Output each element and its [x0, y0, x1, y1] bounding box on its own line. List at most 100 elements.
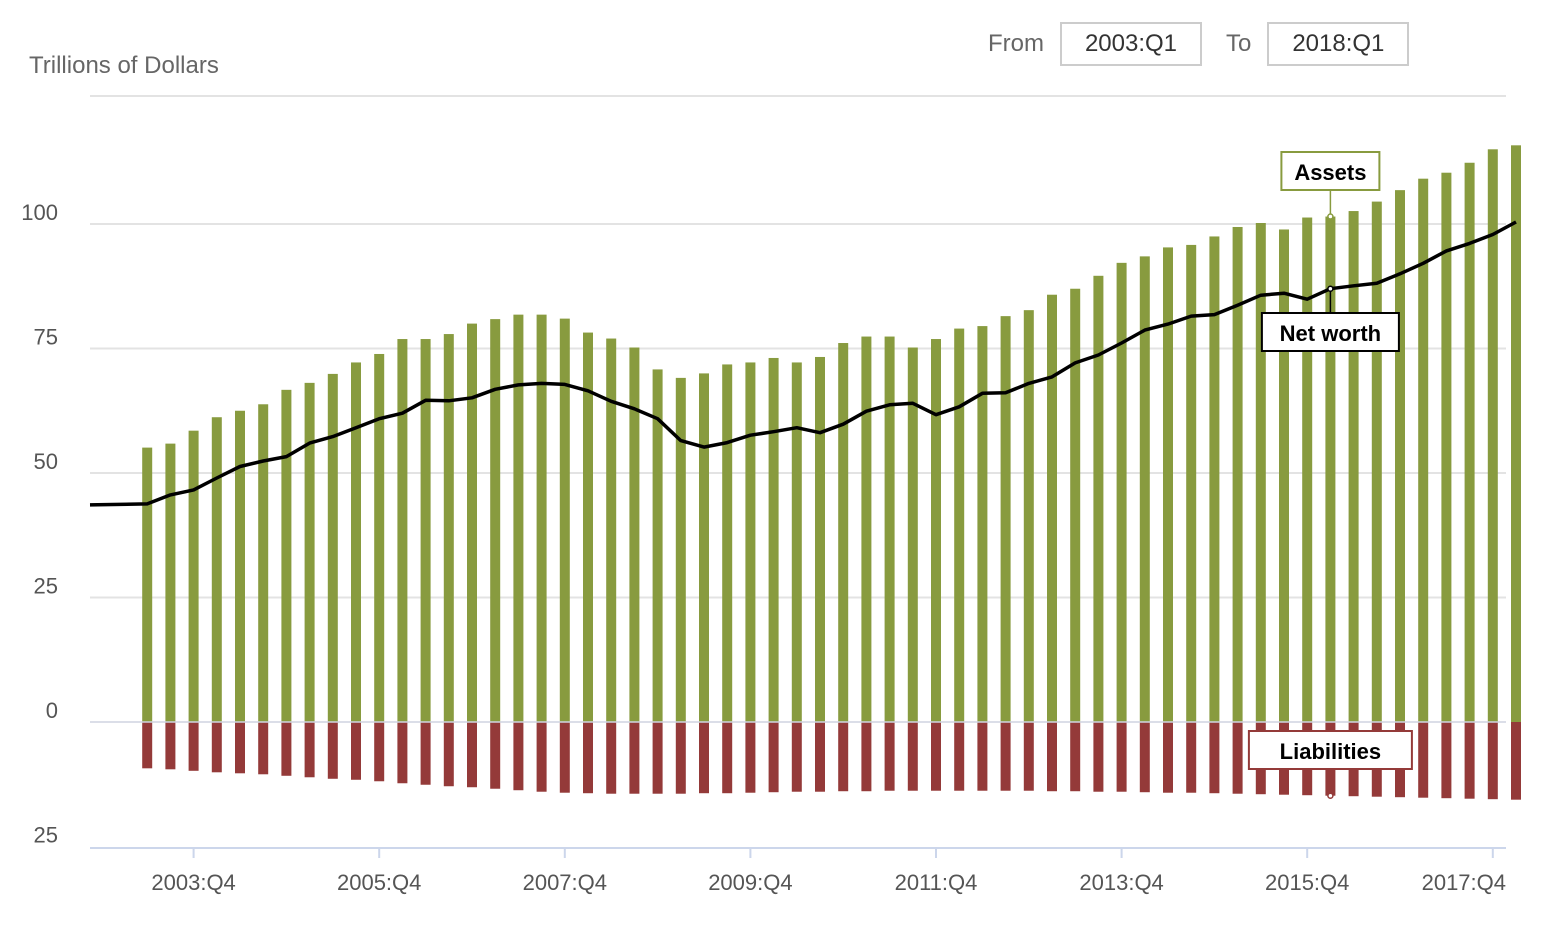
liabilities-bar [699, 722, 709, 794]
assets-bar [1279, 229, 1289, 722]
liabilities-bar [815, 722, 825, 792]
liabilities-bar [467, 722, 477, 788]
liabilities-bar [791, 722, 802, 792]
x-tick-label: 2009:Q4 [708, 870, 792, 895]
assets-bar [652, 369, 663, 722]
liabilities-bar [861, 722, 872, 792]
assets-bar [258, 404, 269, 722]
liabilities-bar [536, 722, 547, 792]
callout-net-worth: Net worth [1260, 285, 1400, 352]
assets-bar [188, 430, 199, 722]
assets-bar [606, 338, 617, 722]
liabilities-bar [931, 722, 941, 791]
assets-bar [745, 362, 756, 722]
liabilities-bar [1511, 722, 1521, 800]
liabilities-bar [1186, 722, 1197, 793]
assets-bar [490, 319, 501, 722]
assets-bar [1348, 211, 1359, 722]
liabilities-bar [258, 722, 269, 775]
assets-bar [815, 356, 825, 722]
y-tick-label: 25 [34, 823, 58, 848]
assets-bar [142, 447, 153, 722]
liabilities-bar [675, 722, 686, 794]
assets-bar [536, 314, 547, 722]
callout-box [1280, 151, 1381, 191]
liabilities-bar [304, 722, 315, 778]
liabilities-bar [583, 722, 593, 794]
assets-bar [1232, 226, 1243, 722]
to-date-input[interactable]: 2018:Q1 [1267, 22, 1410, 66]
assets-bar [443, 334, 454, 722]
y-tick-label: 100 [21, 200, 58, 225]
assets-bar [884, 336, 895, 722]
liabilities-bar [954, 722, 965, 791]
assets-bar [1395, 190, 1405, 723]
assets-bar [374, 353, 385, 722]
assets-bar [1441, 172, 1452, 722]
assets-bar [1302, 217, 1313, 722]
assets-bar [791, 362, 802, 722]
liabilities-bar [838, 722, 849, 792]
assets-bar [1511, 145, 1521, 723]
liabilities-bar [907, 722, 918, 791]
y-axis-ticks: 100 75 50 25 0 25 [21, 200, 58, 848]
assets-bar [351, 362, 361, 722]
x-tick-label: 2013:Q4 [1079, 870, 1163, 895]
x-tick-label: 2011:Q4 [895, 870, 978, 895]
assets-bar [165, 443, 176, 722]
x-tick-label: 2015:Q4 [1265, 870, 1349, 895]
assets-bar [420, 339, 431, 722]
liabilities-bar [1163, 722, 1173, 793]
assets-bar [513, 314, 524, 722]
assets-bar [861, 336, 872, 722]
assets-bar [583, 332, 593, 722]
assets-bar [327, 373, 338, 722]
y-tick-label: 25 [34, 574, 58, 599]
liabilities-bar [1023, 722, 1034, 791]
callouts: Assets Net worth Liabilities [1247, 151, 1413, 799]
liabilities-bar [1464, 722, 1475, 799]
liabilities-bar [211, 722, 222, 773]
callout-box [1260, 312, 1400, 352]
liabilities-bar [1487, 722, 1498, 800]
callout-label: Liabilities [1280, 739, 1381, 764]
assets-bar [931, 339, 941, 722]
liabilities-bar [235, 722, 245, 774]
liabilities-bar [977, 722, 988, 791]
callout-assets: Assets [1280, 151, 1381, 220]
liabilities-bar [629, 722, 640, 794]
liabilities-bar [420, 722, 431, 785]
assets-bar [235, 410, 245, 722]
assets-bar [1163, 247, 1173, 722]
bars [142, 145, 1521, 800]
assets-bar [1047, 294, 1057, 722]
assets-bar [467, 323, 477, 722]
assets-bar [397, 339, 408, 722]
assets-bar [722, 364, 733, 722]
x-tick-label: 2007:Q4 [523, 870, 607, 895]
liabilities-bar [1070, 722, 1081, 792]
date-range-selector: From 2003:Q1 To 2018:Q1 [988, 20, 1410, 68]
net-worth-line-group [89, 220, 1517, 507]
liabilities-bar [374, 722, 385, 782]
assets-bar [304, 382, 315, 722]
y-tick-label: 0 [46, 698, 58, 723]
callout-label: Assets [1294, 160, 1366, 185]
callout-anchor-dot [1327, 285, 1334, 292]
to-label: To [1226, 30, 1252, 57]
x-tick-label: 2017:Q4 [1422, 870, 1506, 895]
liabilities-bar [884, 722, 895, 791]
assets-bar [699, 373, 709, 722]
assets-bar [1255, 223, 1266, 722]
liabilities-bar [1116, 722, 1127, 792]
y-tick-label: 75 [34, 325, 58, 350]
liabilities-bar [351, 722, 361, 780]
assets-bar [1418, 178, 1429, 722]
liabilities-bar [722, 722, 733, 794]
x-tick-label: 2003:Q4 [151, 870, 235, 895]
assets-bar [1325, 216, 1336, 722]
from-date-input[interactable]: 2003:Q1 [1060, 22, 1202, 66]
callout-anchor-dot [1327, 213, 1334, 220]
y-axis-unit-label: Trillions of Dollars [29, 52, 219, 79]
